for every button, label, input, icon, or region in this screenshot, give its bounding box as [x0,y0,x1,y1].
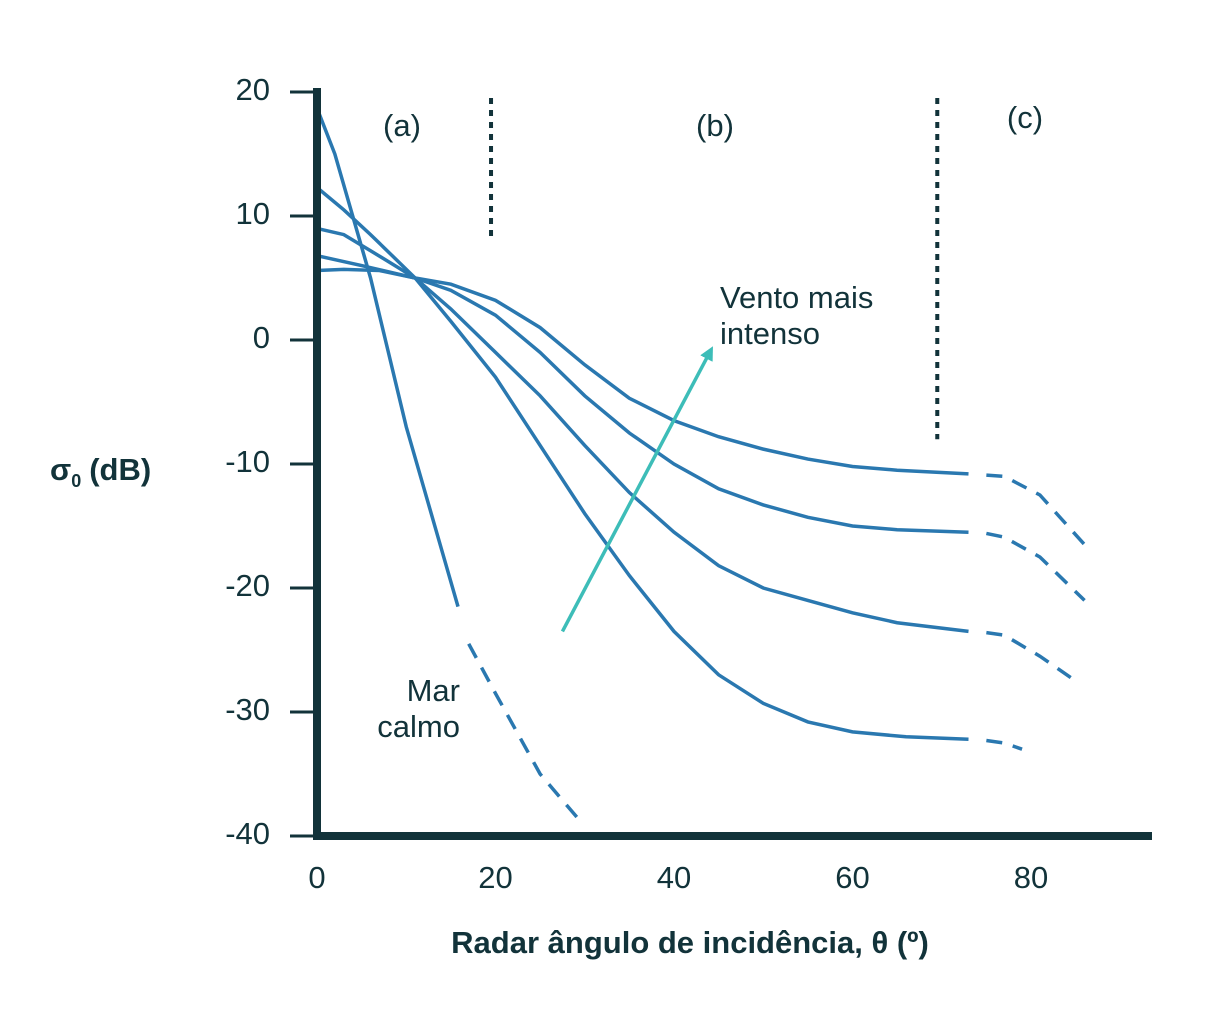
curve [986,630,1077,683]
x-tick-label: 40 [657,860,691,895]
y-tick-label: 10 [236,196,270,231]
x-axis-label: Radar ângulo de incidência, θ (º) [451,925,929,960]
x-tick-label: 60 [835,860,869,895]
annotation: Mar [407,673,460,708]
curve [316,226,969,634]
annotation: (b) [696,108,734,143]
curve [986,738,1023,751]
x-tick-label: 80 [1014,860,1048,895]
y-tick-label: -20 [225,568,270,603]
y-tick-label: -40 [225,816,270,851]
annotation: (a) [383,108,421,143]
curve [315,186,969,742]
x-tick-label: 20 [478,860,512,895]
annotation: (c) [1007,100,1043,135]
y-tick-label: 20 [236,72,270,107]
curve [986,473,1086,546]
y-tick-label: 0 [253,320,270,355]
curve [315,107,460,608]
curve [985,531,1086,602]
annotation: Vento mais [720,280,873,315]
y-axis-label: σ0 (dB) [50,452,151,491]
y-tick-label: -30 [225,692,270,727]
x-tick-label: 0 [308,860,325,895]
curve [316,253,969,534]
annotation: intenso [720,316,820,351]
annotation: calmo [377,709,460,744]
wind-arrow [560,346,713,633]
y-label-unit: (dB) [89,452,151,487]
y-label-symbol: σ [50,452,71,487]
curve [467,642,582,823]
y-label-subscript: 0 [71,471,81,491]
y-tick-label: -10 [225,444,270,479]
curve [316,267,969,476]
